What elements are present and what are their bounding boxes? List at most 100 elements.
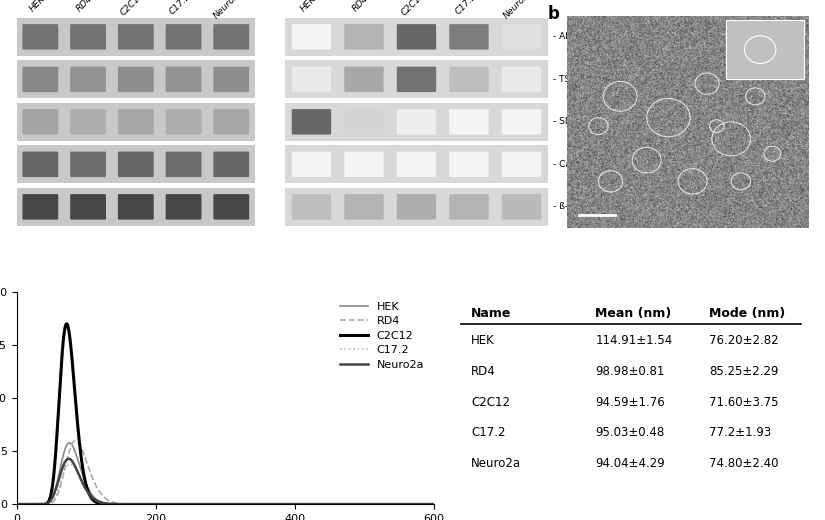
FancyBboxPatch shape <box>214 67 249 92</box>
FancyBboxPatch shape <box>397 109 436 135</box>
C17.2 <box>429 501 439 508</box>
Text: - ALIX (96 kDa): - ALIX (96 kDa) <box>553 32 621 42</box>
Bar <box>285 18 548 56</box>
FancyBboxPatch shape <box>70 24 106 49</box>
FancyBboxPatch shape <box>344 152 384 177</box>
FancyBboxPatch shape <box>70 67 106 92</box>
Text: 98.98±0.81: 98.98±0.81 <box>596 365 665 378</box>
FancyBboxPatch shape <box>450 109 488 135</box>
FancyBboxPatch shape <box>22 109 59 135</box>
Line: C17.2: C17.2 <box>16 464 434 504</box>
C17.2 <box>214 501 224 508</box>
FancyBboxPatch shape <box>502 109 541 135</box>
FancyBboxPatch shape <box>70 194 106 219</box>
Text: 95.03±0.48: 95.03±0.48 <box>596 426 665 439</box>
Text: Neuro2a: Neuro2a <box>502 0 535 21</box>
Bar <box>285 60 548 98</box>
FancyBboxPatch shape <box>166 24 201 49</box>
Text: C2C12: C2C12 <box>399 0 427 18</box>
C17.2 <box>65 461 75 467</box>
Text: C2C12: C2C12 <box>119 0 146 18</box>
FancyBboxPatch shape <box>397 24 436 49</box>
C17.2 <box>417 501 427 508</box>
C17.2 <box>341 501 351 508</box>
FancyBboxPatch shape <box>450 152 488 177</box>
FancyBboxPatch shape <box>344 194 384 219</box>
FancyBboxPatch shape <box>502 67 541 92</box>
FancyBboxPatch shape <box>214 152 249 177</box>
FancyBboxPatch shape <box>22 152 59 177</box>
Text: - SDCBP (32 kDa): - SDCBP (32 kDa) <box>553 118 631 126</box>
Line: HEK: HEK <box>16 443 434 504</box>
FancyBboxPatch shape <box>502 152 541 177</box>
C2C12 <box>341 501 351 508</box>
Neuro2a <box>417 501 427 508</box>
Text: HEK: HEK <box>471 334 495 347</box>
Bar <box>16 103 255 141</box>
HEK <box>33 501 43 508</box>
FancyBboxPatch shape <box>344 109 384 135</box>
Bar <box>16 188 255 226</box>
Text: RD4: RD4 <box>351 0 370 14</box>
RD4 <box>341 501 351 508</box>
C17.2 <box>204 501 214 508</box>
C17.2 <box>417 501 427 508</box>
Text: - Calnexin (75 kDa): - Calnexin (75 kDa) <box>553 160 640 169</box>
Text: Mode (nm): Mode (nm) <box>710 307 785 320</box>
RD4 <box>214 501 224 508</box>
FancyBboxPatch shape <box>344 67 384 92</box>
Bar <box>16 145 255 184</box>
Bar <box>726 20 804 80</box>
Neuro2a <box>429 501 439 508</box>
FancyBboxPatch shape <box>292 109 331 135</box>
Text: C17.2: C17.2 <box>167 0 193 17</box>
RD4 <box>71 437 81 444</box>
FancyBboxPatch shape <box>118 152 153 177</box>
RD4 <box>417 501 427 508</box>
Bar <box>16 18 255 56</box>
Neuro2a <box>12 501 21 508</box>
FancyBboxPatch shape <box>118 67 153 92</box>
FancyBboxPatch shape <box>214 109 249 135</box>
C2C12 <box>417 501 427 508</box>
Bar <box>285 103 548 141</box>
Text: 76.20±2.82: 76.20±2.82 <box>710 334 779 347</box>
Text: HEK: HEK <box>299 0 318 14</box>
HEK <box>214 501 224 508</box>
RD4 <box>33 501 43 508</box>
Text: 77.2±1.93: 77.2±1.93 <box>710 426 771 439</box>
C2C12 <box>204 501 214 508</box>
Text: Name: Name <box>471 307 512 320</box>
Text: 94.59±1.76: 94.59±1.76 <box>596 396 665 409</box>
FancyBboxPatch shape <box>70 152 106 177</box>
Neuro2a <box>64 456 73 462</box>
Line: C2C12: C2C12 <box>16 324 434 504</box>
FancyBboxPatch shape <box>214 24 249 49</box>
Text: Mean (nm): Mean (nm) <box>596 307 672 320</box>
C2C12 <box>62 321 72 327</box>
Neuro2a <box>204 501 214 508</box>
C17.2 <box>12 501 21 508</box>
FancyBboxPatch shape <box>397 67 436 92</box>
HEK <box>429 501 439 508</box>
Text: Neuro2a: Neuro2a <box>471 457 521 470</box>
FancyBboxPatch shape <box>450 67 488 92</box>
FancyBboxPatch shape <box>450 24 488 49</box>
FancyBboxPatch shape <box>502 24 541 49</box>
FancyBboxPatch shape <box>292 152 331 177</box>
FancyBboxPatch shape <box>118 24 153 49</box>
FancyBboxPatch shape <box>292 194 331 219</box>
Text: Neuro2a: Neuro2a <box>211 0 245 21</box>
HEK <box>204 501 214 508</box>
Text: 85.25±2.29: 85.25±2.29 <box>710 365 779 378</box>
FancyBboxPatch shape <box>166 194 201 219</box>
Text: b: b <box>548 5 559 23</box>
Neuro2a <box>33 501 43 508</box>
FancyBboxPatch shape <box>397 152 436 177</box>
Text: - TSG101 (50 kDa): - TSG101 (50 kDa) <box>553 75 636 84</box>
HEK <box>417 501 427 508</box>
Text: 74.80±2.40: 74.80±2.40 <box>710 457 779 470</box>
Bar <box>16 60 255 98</box>
RD4 <box>417 501 427 508</box>
FancyBboxPatch shape <box>166 109 201 135</box>
